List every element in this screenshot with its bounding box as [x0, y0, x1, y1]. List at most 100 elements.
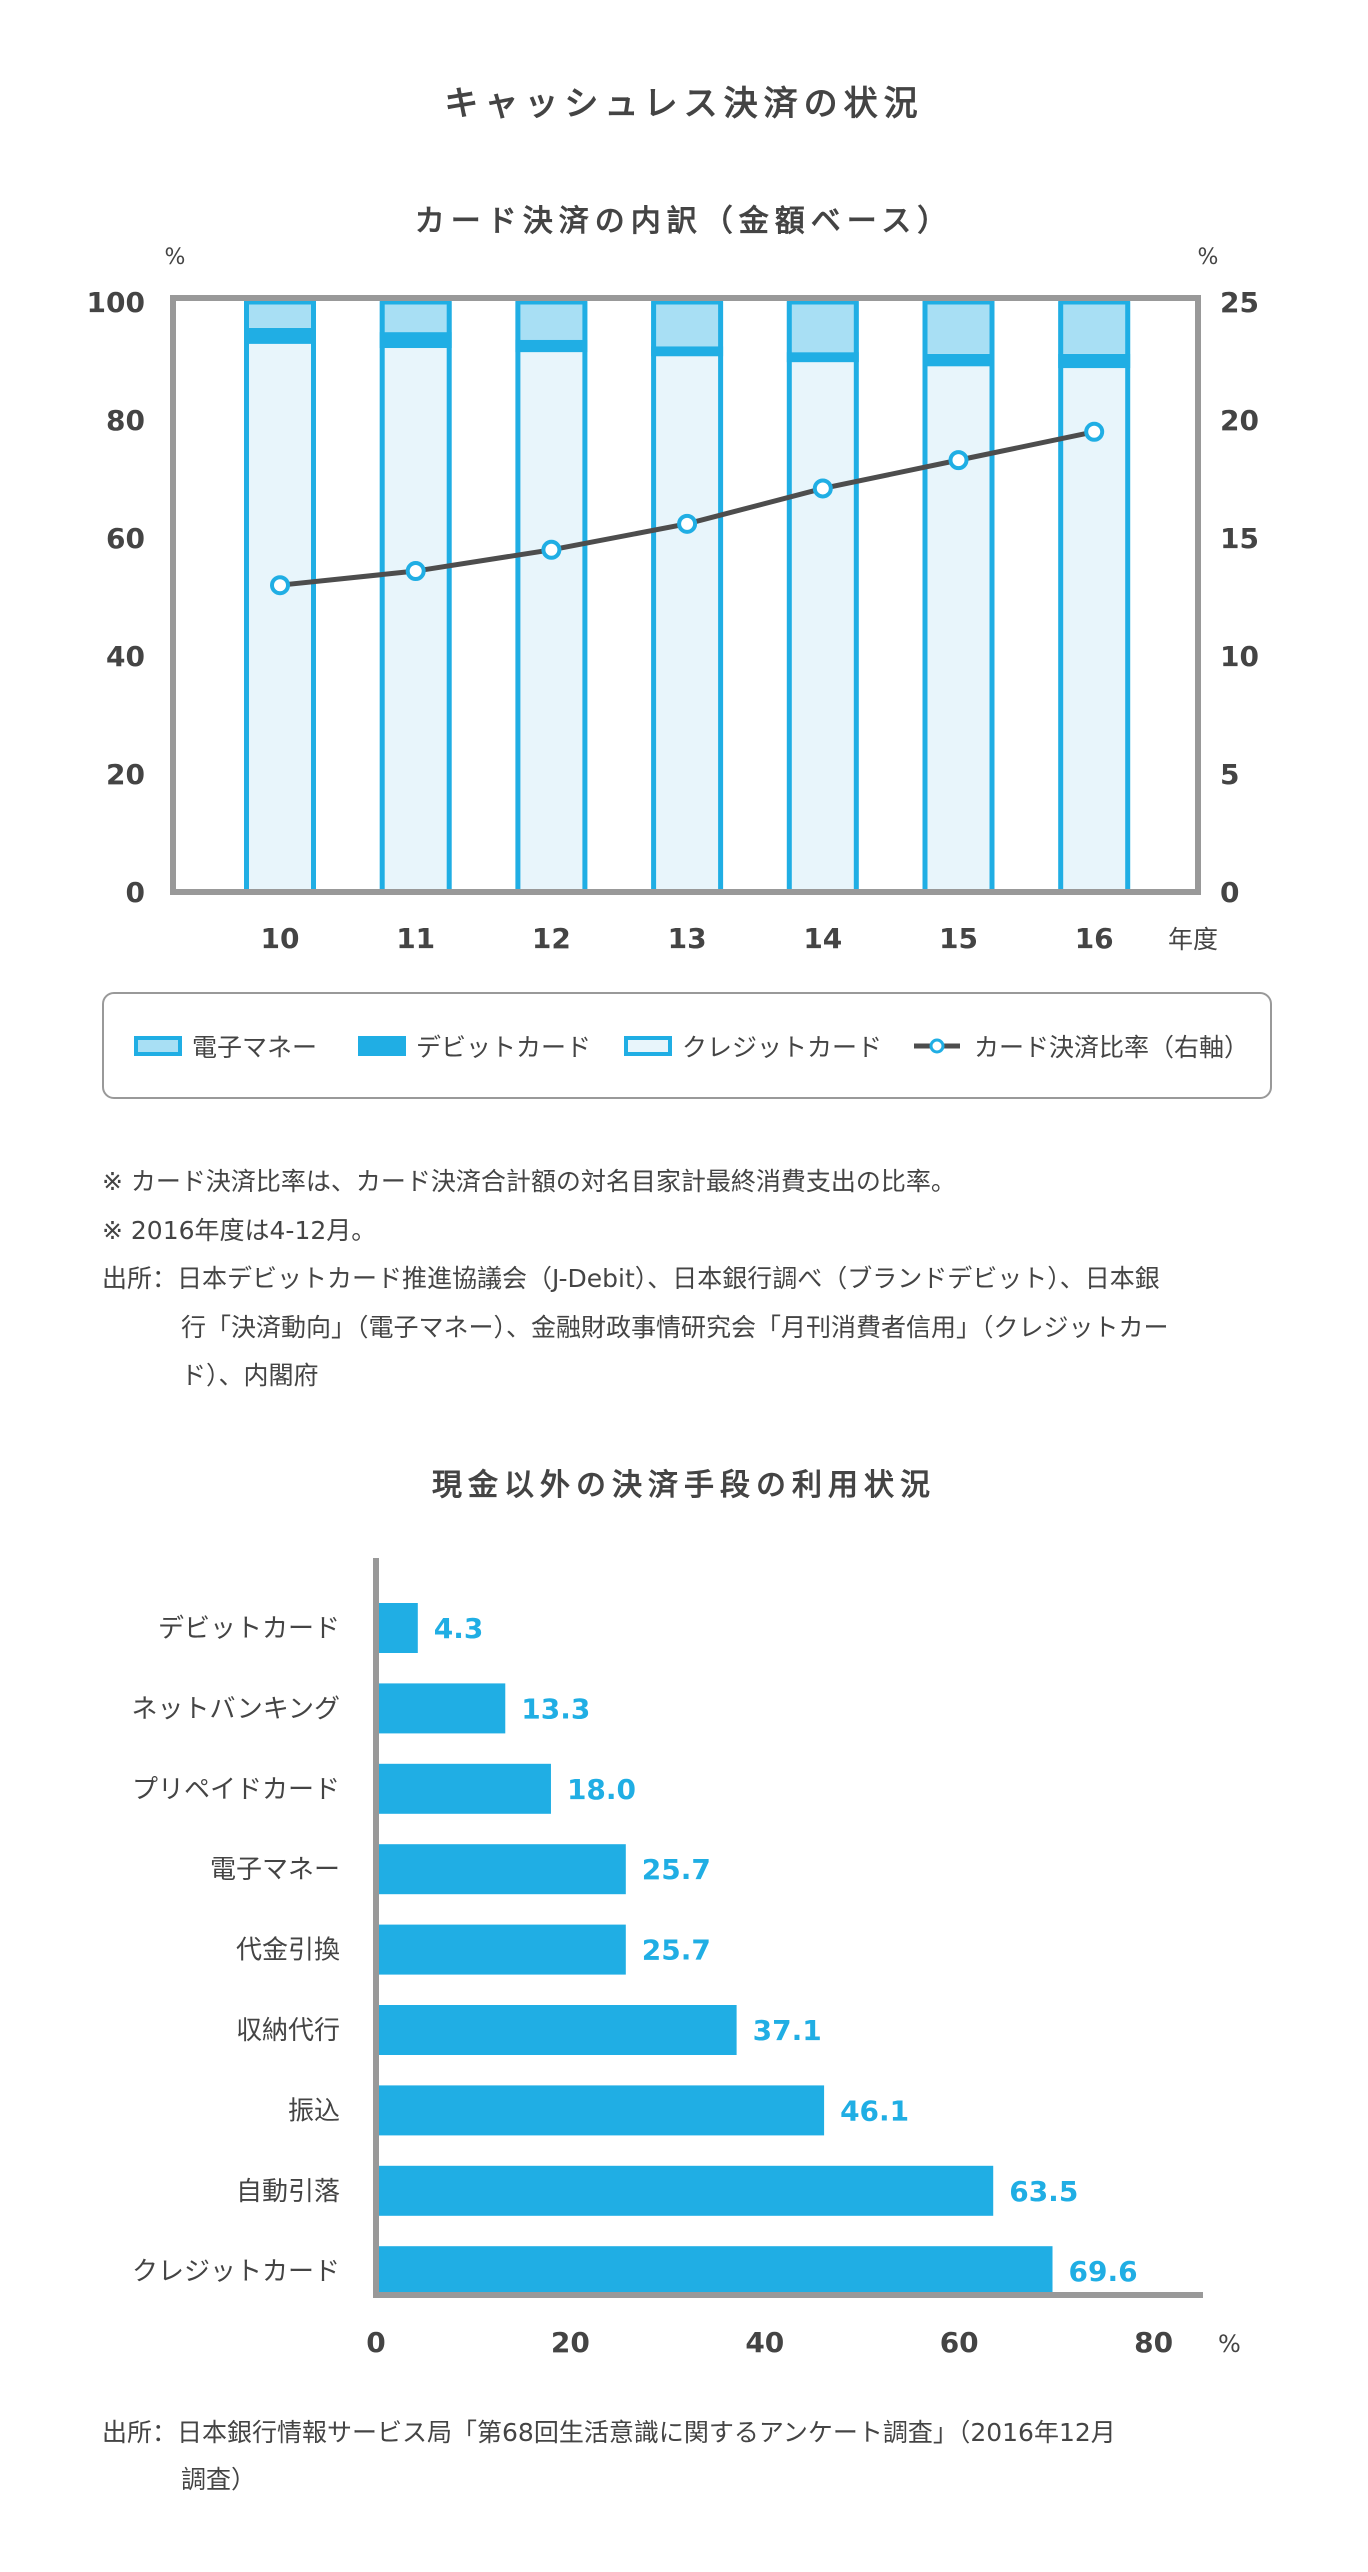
category-label: ネットバンキング: [131, 1694, 340, 1724]
bar-debit-card: [1058, 353, 1131, 369]
y-tick-label-right: 15: [1220, 522, 1259, 555]
y-axis-right-unit: %: [1198, 245, 1219, 270]
card-ratio-point: [677, 513, 698, 534]
x-tick-label: 14: [803, 922, 842, 955]
x-tick-label: 10: [261, 922, 300, 955]
source-line-2: 行「決済動向」（電子マネー）、金融財政事情研究会「月刊消費者信用」（クレジットカ…: [181, 1313, 1169, 1342]
y-tick-label-left: 60: [106, 522, 145, 555]
non-cash-payment-usage-chart: デビットカード 4.3 ネットバンキング 13.3 プリペイドカード 18.0 電子マネー 2…: [131, 1558, 1241, 2359]
chart1-legend: 電子マネー デビットカード クレジットカード カード決済比率（右軸）: [102, 992, 1272, 1099]
card-ratio-point: [541, 539, 562, 560]
x-tick-label: 13: [668, 922, 707, 955]
source2-line-2: 調査）: [181, 2465, 257, 2494]
legend-item-debit: デビットカード: [358, 994, 591, 1097]
bar-debit-card: [922, 353, 995, 367]
bar-e-money: [922, 302, 995, 354]
bar: [376, 1683, 506, 1734]
y-tick-label-right: 25: [1220, 286, 1259, 319]
value-label: 46.1: [840, 2094, 909, 2127]
plot-frame: [170, 295, 1201, 895]
source2-line-1: 出所：日本銀行情報サービス局「第68回生活意識に関するアンケート調査」（2016…: [102, 2418, 1116, 2447]
y-axis-left-unit: %: [165, 245, 186, 270]
bar: [376, 2085, 825, 2136]
note-2: ※ 2016年度は4-12月。: [102, 1216, 377, 1245]
bar: [376, 2165, 994, 2216]
legend-item-ratio: カード決済比率（右軸）: [912, 994, 1249, 1097]
bar-debit-card: [515, 339, 588, 353]
card-ratio-point: [1084, 421, 1105, 442]
bar: [376, 1763, 551, 1814]
legend-label: クレジットカード: [682, 1032, 883, 1062]
card-ratio-point: [405, 561, 426, 582]
bar: [376, 2005, 737, 2055]
bar: [376, 2246, 1053, 2297]
x-axis-label: 年度: [1168, 925, 1218, 954]
x-tick-label: 40: [745, 2326, 784, 2359]
legend-swatch-debit: [358, 1035, 406, 1056]
y-tick-label-right: 0: [1220, 876, 1239, 909]
y-tick-label-right: 20: [1220, 404, 1259, 437]
value-label: 13.3: [521, 1692, 590, 1725]
bar: [376, 1603, 418, 1653]
category-label: 電子マネー: [210, 1855, 340, 1885]
card-ratio-point: [270, 575, 290, 596]
card-payment-breakdown-chart: % % 0 20 40 60 80 100 0 5 10 15 20 25 10 11 12 13 14 15 16 年度: [87, 245, 1259, 955]
x-tick-label: 0: [366, 2326, 385, 2359]
legend-swatch-emoney: [134, 1035, 182, 1056]
category-label: デビットカード: [158, 1614, 340, 1644]
value-label: 4.3: [434, 1612, 484, 1645]
value-label: 25.7: [642, 1934, 711, 1967]
bar: [376, 1924, 626, 1975]
x-tick-label: 11: [396, 922, 435, 955]
x-tick-label: 60: [940, 2326, 979, 2359]
chart2-title: 現金以外の決済手段の利用状況: [432, 1468, 936, 1503]
bar-credit-card: [379, 348, 452, 892]
category-label: プリペイドカード: [132, 1775, 340, 1805]
legend-label: カード決済比率（右軸）: [974, 1032, 1250, 1062]
bar-credit-card: [651, 356, 724, 892]
bar-credit-card: [922, 366, 995, 892]
x-tick-label: 80: [1134, 2326, 1173, 2359]
bar: [376, 1844, 626, 1895]
value-label: 69.6: [1069, 2255, 1138, 2288]
x-tick-label: 16: [1075, 922, 1114, 955]
card-ratio-point: [812, 478, 833, 499]
bar-e-money: [244, 302, 316, 328]
note-1: ※ カード決済比率は、カード決済合計額の対名目家計最終消費支出の比率。: [102, 1167, 956, 1196]
category-label: クレジットカード: [132, 2257, 340, 2287]
y-tick-label-right: 10: [1220, 640, 1259, 673]
source-line-3: ド）、内閣府: [181, 1361, 319, 1390]
legend-item-credit: クレジットカード: [624, 994, 882, 1097]
y-tick-label-right: 5: [1220, 758, 1239, 791]
bar-e-money: [1058, 302, 1131, 354]
category-label: 代金引換: [236, 1936, 340, 1966]
legend-line-marker-icon: [914, 1038, 960, 1053]
x-tick-label: 12: [532, 922, 571, 955]
bar-credit-card: [515, 352, 588, 892]
y-tick-label-left: 0: [126, 876, 145, 909]
bar-e-money: [786, 302, 859, 353]
bar-debit-card: [379, 332, 452, 349]
y-tick-label-left: 20: [106, 758, 145, 791]
value-label: 18.0: [567, 1773, 636, 1806]
bar-debit-card: [651, 346, 724, 357]
value-label: 63.5: [1009, 2175, 1078, 2208]
source-line-1: 出所：日本デビットカード推進協議会（J-Debit）、日本銀行調べ（ブランドデビ…: [102, 1264, 1160, 1293]
card-ratio-point: [948, 450, 969, 471]
y-tick-label-left: 80: [106, 404, 145, 437]
chart1-title: カード決済の内訳（金額ベース）: [414, 204, 954, 239]
value-label: 37.1: [753, 2014, 822, 2047]
legend-label: 電子マネー: [192, 1032, 318, 1062]
bar-e-money: [651, 302, 724, 347]
bar-credit-card: [244, 343, 316, 892]
legend-swatch-credit: [624, 1035, 672, 1056]
legend-item-emoney: 電子マネー: [134, 994, 317, 1097]
legend-label: デビットカード: [416, 1032, 592, 1062]
category-label: 自動引落: [236, 2177, 340, 2207]
bar-e-money: [379, 302, 452, 333]
page-title: キャッシュレス決済の状況: [444, 84, 924, 124]
bar-e-money: [515, 302, 588, 340]
y-tick-label-left: 100: [87, 286, 145, 319]
bar-credit-card: [786, 362, 859, 892]
bar-debit-card: [786, 352, 859, 363]
